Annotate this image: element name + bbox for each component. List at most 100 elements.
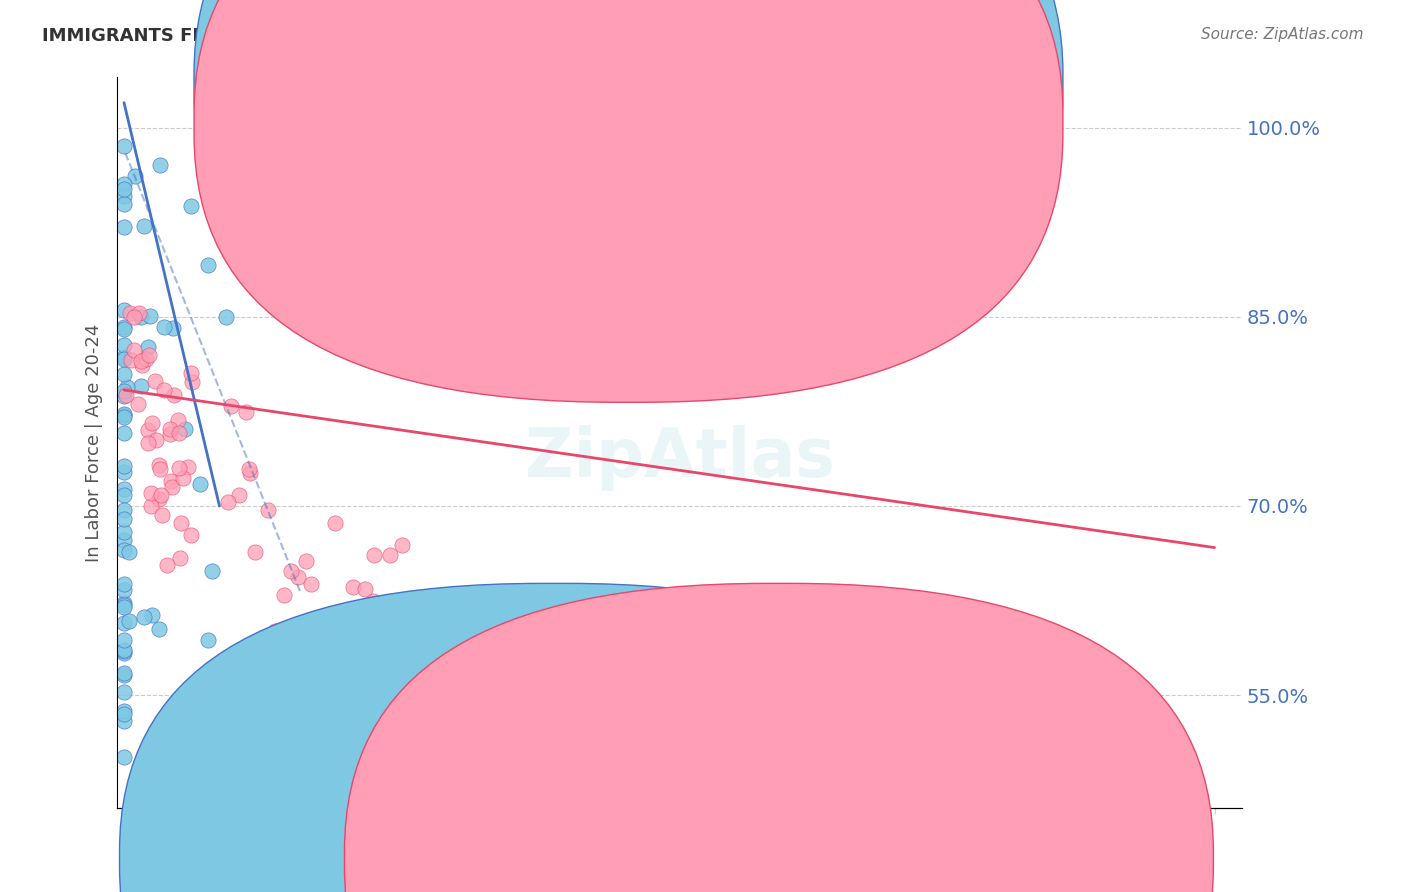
Point [112, 668, 135, 682]
Point [141, 499, 163, 513]
Point [127, 397, 149, 411]
Point [112, 350, 135, 364]
Point [112, 367, 135, 381]
Point [235, 405, 257, 419]
Point [163, 388, 186, 402]
Point [170, 516, 193, 531]
Point [180, 199, 202, 213]
Point [112, 511, 135, 525]
Point [129, 310, 152, 325]
Point [136, 423, 159, 437]
Point [911, 751, 934, 765]
Point [814, 751, 837, 765]
Point [167, 413, 190, 427]
Point [112, 303, 135, 318]
Point [361, 594, 384, 608]
Point [449, 688, 471, 702]
Point [148, 622, 170, 636]
Point [759, 751, 782, 765]
Point [582, 751, 605, 765]
Point [1173, 751, 1195, 765]
Text: 0.0%: 0.0% [124, 814, 169, 833]
Point [112, 351, 135, 366]
Point [679, 751, 702, 765]
Point [149, 158, 172, 172]
Point [112, 177, 135, 191]
Point [180, 528, 202, 542]
Point [541, 751, 564, 765]
Point [862, 751, 884, 765]
Point [1039, 751, 1062, 765]
Point [112, 644, 135, 658]
Point [950, 751, 973, 765]
Point [384, 631, 406, 645]
Point [953, 751, 976, 765]
Point [299, 576, 322, 591]
Point [167, 461, 190, 475]
Point [118, 615, 141, 629]
Point [138, 348, 160, 362]
Y-axis label: In Labor Force | Age 20-24: In Labor Force | Age 20-24 [86, 324, 103, 562]
Point [112, 482, 135, 496]
Point [678, 751, 700, 765]
Point [898, 751, 921, 765]
Point [588, 751, 610, 765]
Point [1018, 751, 1040, 765]
Point [967, 751, 990, 765]
Point [159, 426, 181, 441]
Text: Immigrants from Belarus: Immigrants from Belarus [571, 850, 778, 868]
Point [318, 618, 340, 632]
Point [257, 503, 280, 517]
Point [716, 751, 738, 765]
Point [112, 465, 135, 479]
Point [433, 746, 456, 760]
Point [112, 596, 135, 610]
Point [929, 751, 952, 765]
Point [112, 219, 135, 234]
Point [287, 570, 309, 584]
Point [148, 492, 170, 507]
Point [273, 588, 295, 602]
Point [112, 407, 135, 421]
Point [621, 751, 644, 765]
Point [561, 751, 583, 765]
Point [112, 646, 135, 660]
Point [139, 486, 162, 500]
Point [984, 751, 1007, 765]
Point [219, 399, 242, 413]
Point [112, 197, 135, 211]
Point [323, 642, 346, 657]
Point [380, 623, 402, 637]
Point [325, 516, 347, 531]
Point [1001, 751, 1024, 765]
Point [141, 417, 163, 431]
Point [918, 751, 941, 765]
Point [112, 542, 135, 557]
Point [112, 704, 135, 718]
Point [197, 259, 219, 273]
Point [180, 366, 202, 380]
Point [790, 751, 813, 765]
Point [112, 384, 135, 398]
Point [932, 751, 955, 765]
Point [112, 458, 135, 473]
Point [454, 649, 477, 664]
Point [141, 608, 163, 623]
Text: IMMIGRANTS FROM BELARUS VS ASIAN IN LABOR FORCE | AGE 20-24 CORRELATION CHART: IMMIGRANTS FROM BELARUS VS ASIAN IN LABO… [42, 27, 960, 45]
Point [181, 375, 204, 389]
Point [148, 458, 170, 472]
Point [1045, 751, 1067, 765]
Point [129, 354, 152, 368]
Point [143, 375, 166, 389]
Point [115, 380, 138, 394]
Text: 80.0%: 80.0% [1157, 814, 1215, 833]
Point [112, 410, 135, 425]
Point [356, 646, 378, 660]
Point [434, 656, 457, 670]
Point [342, 580, 364, 594]
Point [280, 565, 302, 579]
Point [129, 379, 152, 393]
Point [808, 751, 831, 765]
Point [112, 389, 135, 403]
Point [391, 538, 413, 552]
